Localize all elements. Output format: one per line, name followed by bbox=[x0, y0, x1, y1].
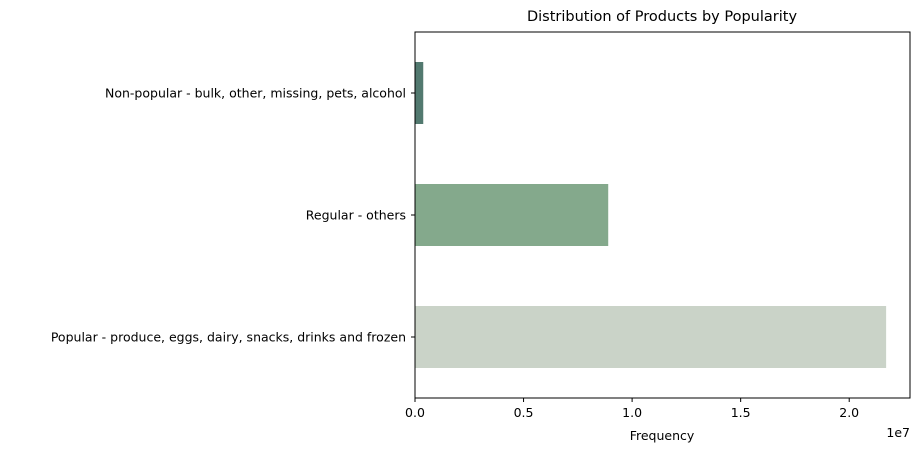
bars-group bbox=[415, 62, 887, 368]
x-tick-label: 2.0 bbox=[839, 405, 859, 420]
y-axis-ticks: Popular - produce, eggs, dairy, snacks, … bbox=[51, 86, 415, 345]
chart-title: Distribution of Products by Popularity bbox=[527, 9, 797, 25]
x-tick-label: 1.0 bbox=[622, 405, 642, 420]
x-tick-label: 1.5 bbox=[731, 405, 751, 420]
bar bbox=[415, 62, 424, 124]
x-axis-ticks: 0.0 0.5 1.0 1.5 2.0 bbox=[405, 398, 859, 420]
x-tick-label: 0.5 bbox=[514, 405, 534, 420]
x-axis-label: Frequency bbox=[630, 428, 695, 443]
x-tick-label: 0.0 bbox=[405, 405, 425, 420]
x-axis-scale-note: 1e7 bbox=[886, 425, 910, 440]
y-tick-label: Popular - produce, eggs, dairy, snacks, … bbox=[51, 330, 406, 345]
y-tick-label: Non-popular - bulk, other, missing, pets… bbox=[105, 86, 406, 101]
bar bbox=[415, 184, 609, 246]
plot-frame bbox=[414, 31, 911, 399]
y-tick-label: Regular - others bbox=[306, 208, 406, 223]
bar bbox=[415, 306, 887, 368]
